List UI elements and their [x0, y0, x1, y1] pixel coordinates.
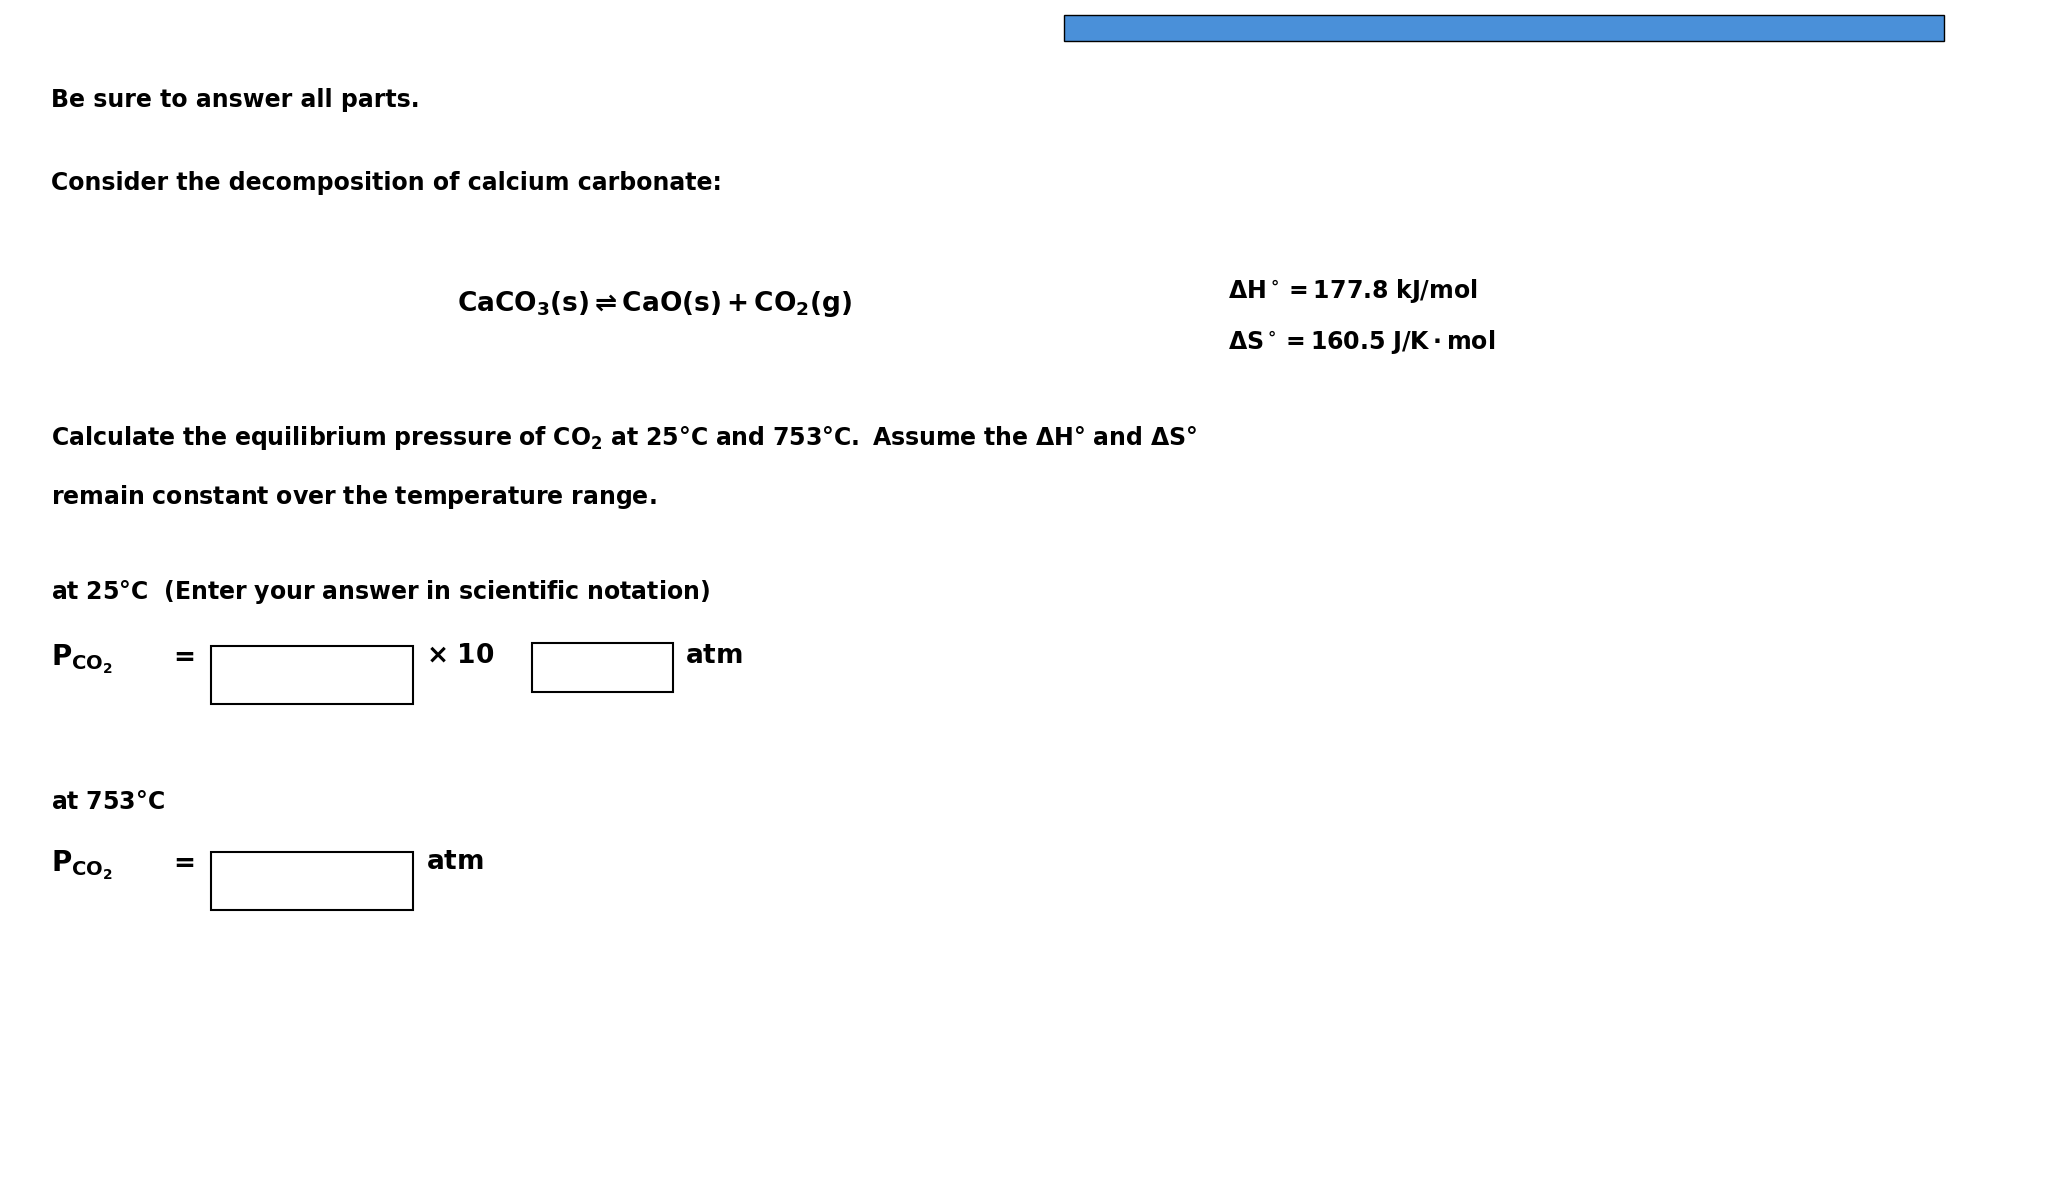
- Text: $\mathbf{=}$: $\mathbf{=}$: [168, 849, 194, 875]
- Text: Consider the decomposition of calcium carbonate:: Consider the decomposition of calcium ca…: [51, 171, 722, 195]
- Text: $\mathbf{\Delta H^\circ = 177.8\ kJ/mol}$: $\mathbf{\Delta H^\circ = 177.8\ kJ/mol}…: [1228, 277, 1477, 305]
- Text: $\mathbf{P_{CO_2}}$: $\mathbf{P_{CO_2}}$: [51, 643, 113, 676]
- Text: $\mathbf{atm}$: $\mathbf{atm}$: [685, 643, 743, 668]
- Text: $\mathbf{at\ 25°C\ \ (Enter\ your\ answer\ in\ scientific\ notation)}$: $\mathbf{at\ 25°C\ \ (Enter\ your\ answe…: [51, 578, 710, 606]
- FancyBboxPatch shape: [532, 643, 673, 692]
- FancyBboxPatch shape: [211, 646, 413, 704]
- Text: $\mathbf{CaCO_3(s) \rightleftharpoons CaO(s) + CO_2(g)}$: $\mathbf{CaCO_3(s) \rightleftharpoons Ca…: [456, 289, 853, 318]
- Text: $\mathbf{at\ 753°C}$: $\mathbf{at\ 753°C}$: [51, 790, 166, 814]
- Text: $\mathbf{remain\ constant\ over\ the\ temperature\ range.}$: $\mathbf{remain\ constant\ over\ the\ te…: [51, 483, 657, 512]
- Text: $\mathbf{\times\ 10}$: $\mathbf{\times\ 10}$: [426, 643, 493, 668]
- Text: $\mathbf{Calculate\ the\ equilibrium\ pressure\ of\ CO_2\ at\ 25°C\ and\ 753°C.\: $\mathbf{Calculate\ the\ equilibrium\ pr…: [51, 424, 1197, 453]
- Text: $\mathbf{P_{CO_2}}$: $\mathbf{P_{CO_2}}$: [51, 849, 113, 882]
- FancyBboxPatch shape: [211, 852, 413, 910]
- Text: $\mathbf{atm}$: $\mathbf{atm}$: [426, 849, 483, 875]
- Text: $\mathbf{\Delta S^\circ = 160.5\ J/K \cdot mol}$: $\mathbf{\Delta S^\circ = 160.5\ J/K \cd…: [1228, 328, 1496, 356]
- Text: $\mathbf{=}$: $\mathbf{=}$: [168, 643, 194, 668]
- Text: Be sure to answer all parts.: Be sure to answer all parts.: [51, 88, 419, 112]
